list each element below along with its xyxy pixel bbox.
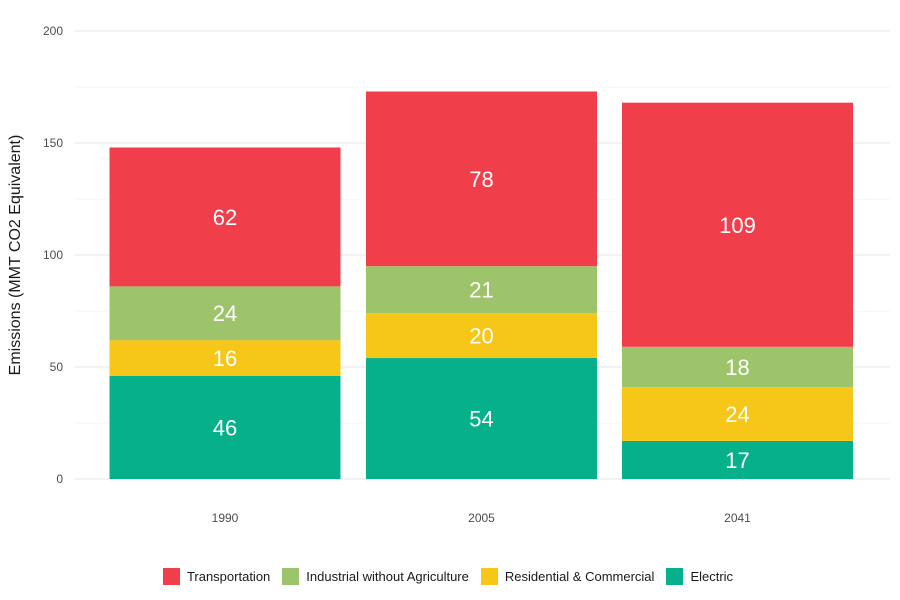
- bar-segment: [366, 91, 597, 267]
- data-label: 17: [725, 448, 749, 473]
- legend-swatch: [480, 567, 498, 585]
- y-tick-label: 100: [43, 248, 63, 262]
- y-tick-label: 200: [43, 24, 63, 38]
- legend-item: Residential & Commercial: [480, 567, 655, 585]
- legend-label: Electric: [690, 568, 734, 584]
- data-label: 18: [725, 355, 749, 380]
- bar-segment: [109, 375, 341, 479]
- bar-labels: 46 16 24 62 54 20 21 78 17 24 18 109: [213, 167, 756, 473]
- bar-segment: [109, 340, 341, 376]
- bar-segment: [622, 102, 853, 347]
- data-label: 46: [213, 415, 237, 440]
- legend-item: Electric: [666, 567, 734, 585]
- data-label: 16: [213, 346, 237, 371]
- bar-segment: [622, 387, 853, 441]
- bar-segment: [109, 286, 341, 341]
- legend-swatch: [666, 567, 684, 585]
- bar-segment: [366, 266, 597, 314]
- y-tick-label: 0: [56, 472, 63, 486]
- data-label: 62: [213, 205, 237, 230]
- y-axis-label: Emissions (MMT CO2 Equivalent): [7, 135, 24, 376]
- legend-label: Industrial without Agriculture: [306, 568, 469, 584]
- data-label: 24: [213, 301, 237, 326]
- legend-swatch: [162, 567, 180, 585]
- bar-segment: [622, 440, 853, 479]
- bar-segment: [622, 346, 853, 388]
- x-tick-label: 1990: [212, 511, 239, 525]
- data-label: 20: [469, 324, 493, 349]
- x-tick-label: 2005: [468, 511, 495, 525]
- x-tick-label: 2041: [724, 511, 751, 525]
- legend-item: Industrial without Agriculture: [282, 567, 469, 585]
- bar-segment: [109, 147, 341, 287]
- legend-label: Residential & Commercial: [504, 568, 655, 584]
- data-label: 24: [725, 402, 749, 427]
- legend-label: Transportation: [186, 568, 271, 584]
- legend-swatch: [282, 567, 300, 585]
- data-label: 78: [469, 167, 493, 192]
- bar-segment: [366, 358, 597, 479]
- legend-item: Transportation: [162, 567, 271, 585]
- data-label: 54: [469, 407, 493, 432]
- data-label: 109: [719, 213, 756, 238]
- y-tick-label: 150: [43, 136, 63, 150]
- y-tick-label: 50: [50, 360, 64, 374]
- data-label: 21: [469, 278, 493, 303]
- bars: [109, 91, 853, 479]
- y-axis-ticks: 0 50 100 150 200: [43, 24, 63, 486]
- bar-segment: [366, 313, 597, 359]
- legend: Transportation Industrial without Agricul…: [0, 564, 900, 588]
- x-axis-ticks: 1990 2005 2041: [212, 511, 752, 525]
